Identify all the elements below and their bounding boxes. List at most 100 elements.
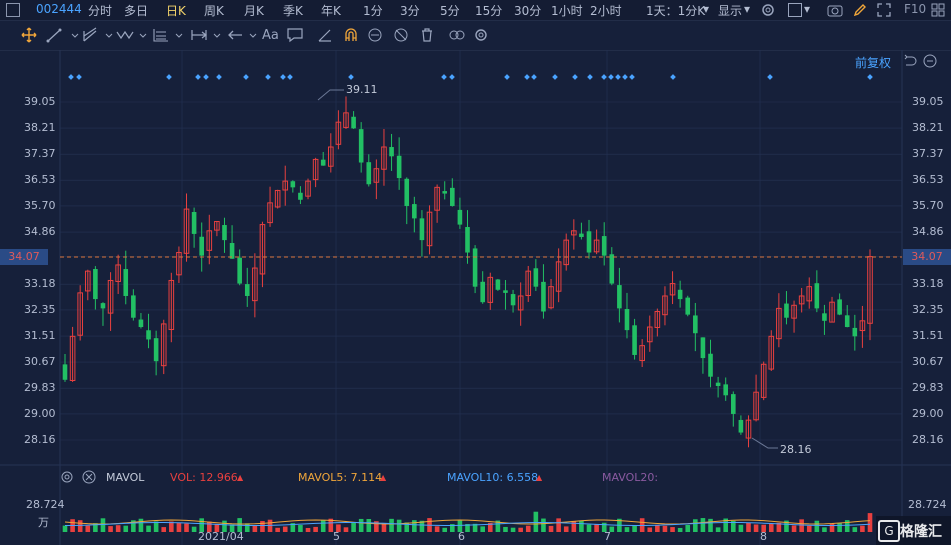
candle-body-up [312, 158, 319, 181]
pencil-icon[interactable] [852, 2, 868, 21]
volume-bar [62, 525, 68, 532]
channel-tool-icon[interactable] [82, 27, 100, 43]
x-tick-label: 7 [604, 530, 611, 543]
period-tab[interactable]: 3分 [400, 4, 420, 18]
adjust-mode-button[interactable]: 前复权 [855, 56, 892, 70]
candle-body-down [579, 233, 584, 238]
candle-body-down [358, 129, 364, 163]
chevron-down-icon[interactable] [134, 27, 147, 43]
chevron-down-icon[interactable] [170, 27, 183, 43]
ruler-icon[interactable] [316, 27, 334, 43]
candle-body-up [745, 419, 752, 439]
volume-bar [123, 525, 129, 532]
delete-icon[interactable] [418, 27, 436, 43]
candle-body-up [343, 112, 349, 128]
volume-bar [487, 522, 493, 532]
line-tool-icon[interactable] [46, 27, 64, 43]
y-tick-label: 30.67 [24, 355, 56, 369]
wave-tool-icon[interactable] [116, 27, 134, 43]
y-tick-label: 32.35 [24, 302, 56, 316]
f10-button[interactable]: F10 [904, 2, 927, 16]
candle-body-down [138, 319, 144, 328]
candle-body-up [798, 295, 805, 305]
indicator-title[interactable]: MAVOL [106, 471, 145, 484]
candle-body-down [222, 225, 227, 241]
y-tick-label: 37.37 [912, 147, 944, 161]
volume-bar [298, 525, 303, 532]
measure-tool-icon[interactable] [190, 27, 208, 43]
candle-body-down [617, 285, 622, 309]
volume-bar [541, 518, 546, 532]
candle-body-up [267, 202, 273, 224]
compare-icon[interactable] [448, 27, 466, 43]
event-marker-icon [524, 74, 530, 80]
checkbox[interactable] [788, 3, 802, 17]
settings-icon[interactable] [760, 2, 776, 21]
volume-bar [480, 526, 485, 532]
period-tab[interactable]: 5分 [440, 4, 460, 18]
period-tab[interactable]: 年K [321, 4, 341, 18]
period-tab[interactable]: 分时 [88, 4, 113, 18]
volume-bar [396, 519, 402, 532]
volume-bar [77, 520, 83, 532]
volume-bar [412, 520, 417, 532]
interval-select[interactable]: 1天：1分K [646, 4, 706, 18]
volume-bar [563, 526, 569, 532]
chevron-down-icon[interactable]: ▾ [744, 2, 751, 16]
event-markers[interactable] [68, 74, 873, 80]
fullscreen-icon[interactable] [876, 2, 892, 21]
candle-body-down [495, 279, 501, 290]
fibonacci-tool-icon[interactable] [152, 27, 170, 43]
period-tab[interactable]: 1分 [363, 4, 383, 18]
period-tab[interactable]: 2小时 [590, 4, 622, 18]
hide-icon[interactable] [392, 27, 410, 43]
period-tab[interactable]: 周K [204, 4, 224, 18]
chevron-down-icon[interactable]: ▾ [703, 2, 710, 16]
chevron-down-icon[interactable] [208, 27, 221, 43]
volume-bar [814, 520, 820, 532]
candle-body-down [609, 254, 615, 284]
settings-icon[interactable] [472, 27, 490, 43]
move-icon[interactable] [20, 27, 38, 43]
period-tab[interactable]: 月K [244, 4, 264, 18]
chart-canvas[interactable] [0, 50, 951, 545]
period-tab[interactable]: 30分 [514, 4, 542, 18]
candle-body-down [450, 187, 455, 206]
event-marker-icon [166, 74, 172, 80]
candle-body-up [160, 323, 167, 367]
close-icon[interactable] [82, 470, 96, 487]
sidebar-toggle-icon[interactable] [6, 3, 20, 17]
period-tab[interactable]: 1小时 [551, 4, 583, 18]
period-tab[interactable]: 15分 [475, 4, 503, 18]
candles[interactable] [62, 96, 873, 448]
candle-body-up [548, 286, 554, 309]
grid-icon[interactable] [930, 2, 946, 21]
stock-code[interactable]: 002444 [36, 2, 82, 16]
candle-body-up [252, 267, 258, 302]
chevron-down-icon[interactable] [100, 27, 113, 43]
chevron-down-icon[interactable] [66, 27, 79, 43]
chevron-down-icon[interactable] [244, 27, 257, 43]
candle-body-up [176, 252, 182, 276]
comment-tool-icon[interactable] [286, 27, 304, 43]
candle-body-up [776, 307, 782, 340]
magnet-icon[interactable] [342, 27, 360, 43]
period-tab[interactable]: 日K [166, 4, 186, 18]
period-tab[interactable]: 季K [283, 4, 303, 18]
minus-circle-icon[interactable] [922, 54, 938, 71]
undo-icon[interactable] [902, 54, 918, 71]
arrow-tool-icon[interactable] [226, 27, 244, 43]
kline-chart[interactable]: 前复权 39.05 38.21 37.37 36.53 35.70 34.86 33.18 3… [0, 50, 951, 545]
volume-bar [738, 524, 744, 532]
period-tab[interactable]: 多日 [124, 4, 149, 18]
link-icon[interactable] [366, 27, 384, 43]
text-tool-icon[interactable]: Aa [262, 28, 279, 43]
camera-icon[interactable] [826, 2, 844, 21]
settings-icon[interactable] [60, 470, 74, 487]
candle-body-up [859, 320, 866, 332]
chevron-down-icon[interactable]: ▾ [804, 2, 811, 16]
candle-body-up [335, 121, 342, 145]
event-marker-icon [68, 74, 74, 80]
volume-axis-top-left: 28.724 [26, 498, 65, 511]
display-select[interactable]: 显示 [718, 4, 743, 18]
